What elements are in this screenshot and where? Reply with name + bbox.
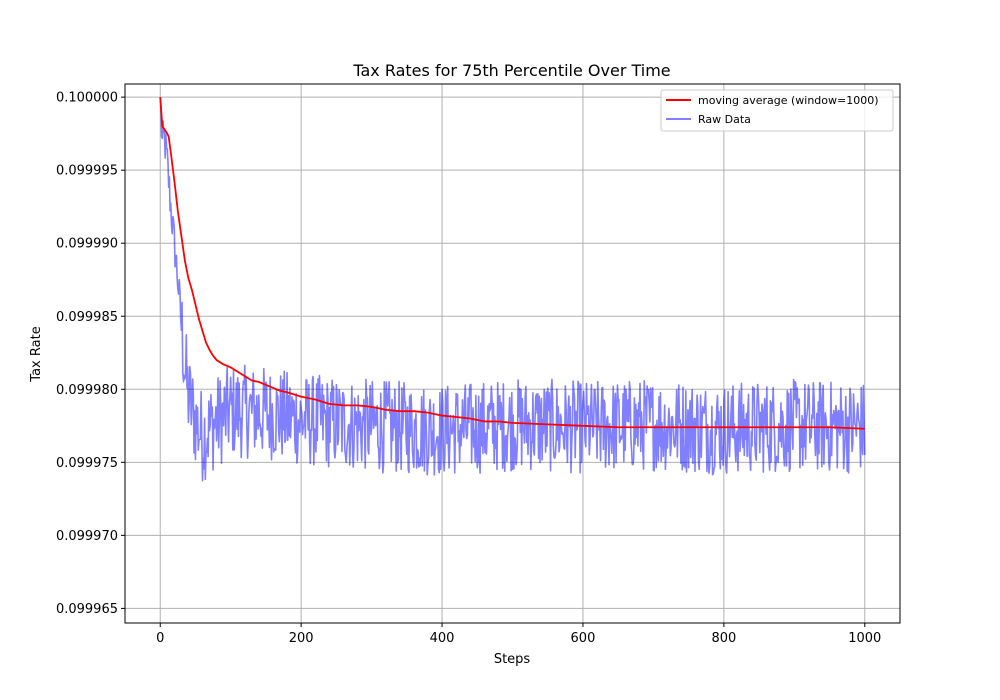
plot-frame xyxy=(124,83,901,624)
y-axis-label: Tax Rate xyxy=(29,326,44,382)
x-tick-label: 0 xyxy=(156,631,164,646)
x-axis-label: Steps xyxy=(494,652,531,667)
legend-label-raw-data: Raw Data xyxy=(698,113,751,126)
series-moving-average xyxy=(159,97,865,430)
y-tick-label: 0.099985 xyxy=(56,310,118,325)
x-tick-label: 600 xyxy=(571,631,596,646)
plot-area: 0 200 400 600 800 1000 0.099965 0.099970 0.09997… xyxy=(56,83,901,646)
legend-box xyxy=(660,89,894,132)
y-tick-label: 0.099965 xyxy=(56,602,118,617)
x-tick-label: 400 xyxy=(430,631,455,646)
x-tick-label: 1000 xyxy=(848,631,881,646)
series-layer xyxy=(159,97,866,482)
y-tick-label: 0.100000 xyxy=(56,91,118,106)
y-tick-label: 0.099970 xyxy=(56,529,118,544)
legend-label-moving-average: moving average (window=1000) xyxy=(698,94,879,107)
y-tick-label: 0.099990 xyxy=(56,237,118,252)
y-tick-label: 0.099975 xyxy=(56,456,118,471)
tick-layer: 0 200 400 600 800 1000 0.099965 0.099970 0.09997… xyxy=(56,91,881,646)
chart-title: Tax Rates for 75th Percentile Over Time xyxy=(352,61,670,80)
x-tick-label: 800 xyxy=(711,631,736,646)
series-raw-data xyxy=(159,97,866,482)
x-tick-label: 200 xyxy=(289,631,314,646)
grid-layer xyxy=(125,84,900,623)
legend: moving average (window=1000) Raw Data xyxy=(660,89,894,132)
y-tick-label: 0.099980 xyxy=(56,383,118,398)
y-tick-label: 0.099995 xyxy=(56,164,118,179)
